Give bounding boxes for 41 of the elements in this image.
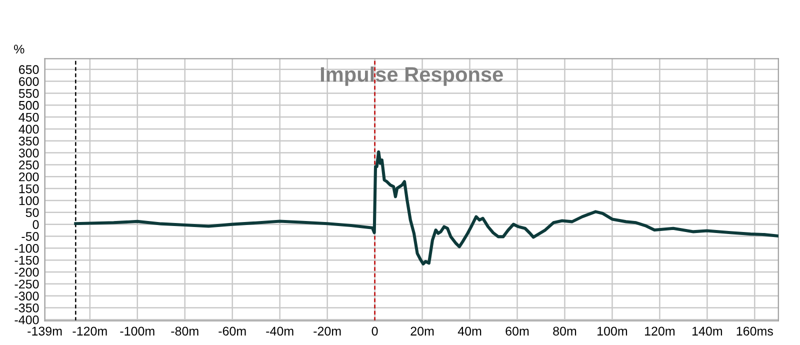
y-tick-label: -150 <box>14 256 39 265</box>
x-tick-label: 40m <box>458 326 482 336</box>
x-tick-label: -100m <box>120 326 154 336</box>
x-tick-label: -60m <box>218 326 246 336</box>
y-tick-label: 250 <box>19 160 39 170</box>
x-tick-label: -80m <box>171 326 198 336</box>
x-tick-label: 140m <box>692 326 722 336</box>
x-tick-label: 120m <box>645 326 675 336</box>
x-tick-label: -120m <box>72 326 107 336</box>
y-tick-label: 100 <box>19 196 39 206</box>
y-tick-label: -350 <box>14 304 39 312</box>
y-tick-label: -50 <box>22 232 39 241</box>
x-tick-label: 20m <box>410 326 434 336</box>
y-tick-label: 500 <box>18 100 39 110</box>
y-tick-label: 350 <box>18 136 39 146</box>
x-tick-label: 160ms <box>736 326 773 336</box>
y-tick-label: 600 <box>19 77 39 86</box>
y-tick-label: 0 <box>32 220 39 229</box>
annotation: Impulse Response <box>320 66 503 86</box>
y-tick-label: 400 <box>18 124 39 134</box>
x-tick-label: -40m <box>266 326 294 336</box>
y-tick-label: 650 <box>19 65 39 74</box>
y-tick-label: 300 <box>18 148 39 158</box>
x-tick-label: 0 <box>372 326 378 336</box>
y-tick-label: 550 <box>18 89 39 98</box>
y-tick-label: -100 <box>14 244 39 253</box>
y-tick-label: 50 <box>26 208 39 218</box>
x-tick-label: -20m <box>314 326 341 336</box>
y-tick-label: 200 <box>19 172 39 182</box>
y-tick-label: -200 <box>14 268 39 277</box>
x-tick-label: 60m <box>506 326 529 336</box>
y-tick-label: -400 <box>14 315 39 324</box>
y-tick-label: 450 <box>18 112 39 122</box>
line-series <box>74 150 778 266</box>
y-tick-label: -300 <box>14 292 39 300</box>
y-tick-label: 150 <box>19 184 39 194</box>
y-axis-title: % <box>14 44 24 54</box>
y-tick-label: -250 <box>14 280 39 289</box>
x-tick-label: 80m <box>553 326 576 336</box>
x-tick-label: -139m <box>28 326 62 336</box>
x-tick-label: 100m <box>598 326 628 336</box>
